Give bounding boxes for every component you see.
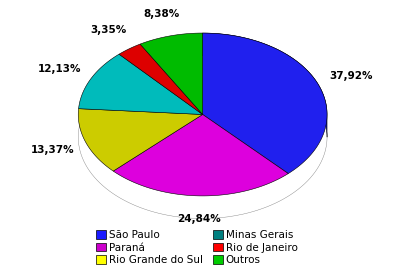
Polygon shape xyxy=(140,33,203,114)
Polygon shape xyxy=(78,54,203,114)
Polygon shape xyxy=(203,33,327,174)
Text: 37,92%: 37,92% xyxy=(329,71,372,81)
Polygon shape xyxy=(113,114,288,196)
Polygon shape xyxy=(78,109,203,171)
Text: 8,38%: 8,38% xyxy=(143,9,179,19)
Legend: São Paulo, Paraná, Rio Grande do Sul, Minas Gerais, Rio de Janeiro, Outros: São Paulo, Paraná, Rio Grande do Sul, Mi… xyxy=(92,226,302,268)
Polygon shape xyxy=(203,33,327,137)
Text: 12,13%: 12,13% xyxy=(38,64,81,74)
Text: 13,37%: 13,37% xyxy=(31,145,75,155)
Polygon shape xyxy=(119,44,203,114)
Text: 24,84%: 24,84% xyxy=(177,214,221,224)
Text: 3,35%: 3,35% xyxy=(91,25,127,35)
